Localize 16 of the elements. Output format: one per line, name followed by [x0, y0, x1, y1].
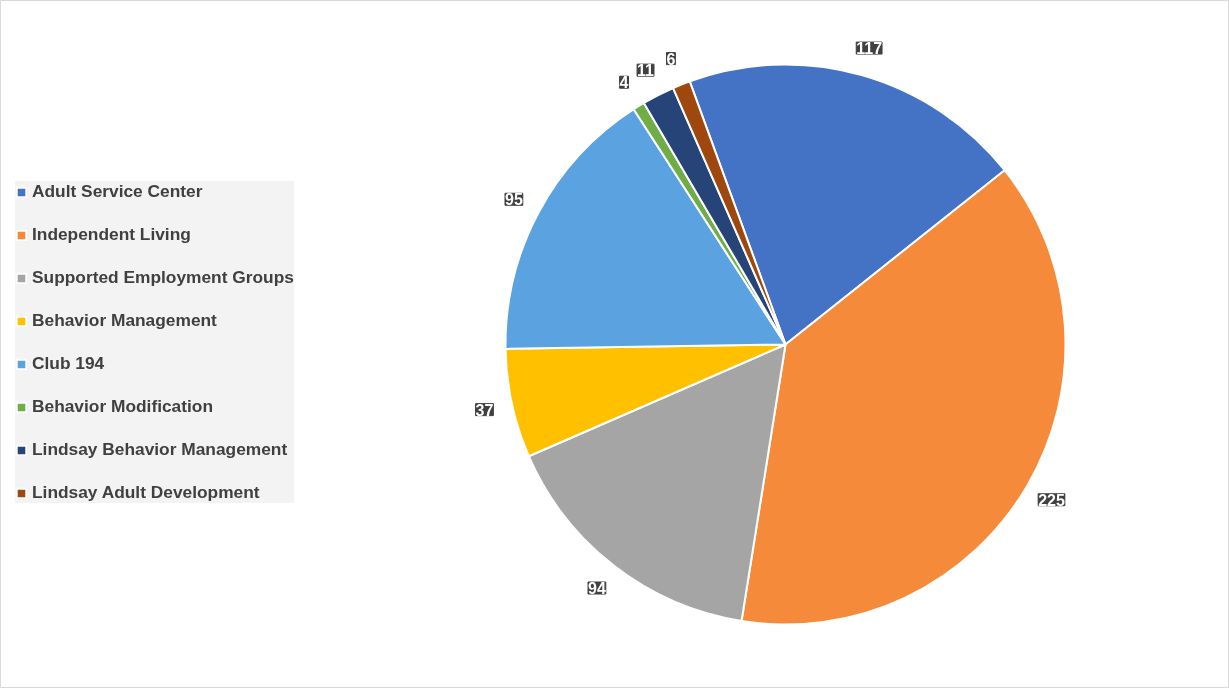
data-label: 94 [588, 580, 606, 597]
legend-label: Behavior Modification [32, 396, 213, 417]
data-label: 37 [475, 401, 494, 419]
legend-label: Lindsay Adult Development [32, 482, 260, 503]
legend-label: Supported Employment Groups [32, 267, 294, 288]
legend-label: Adult Service Center [32, 181, 203, 202]
data-label: 95 [504, 191, 523, 209]
data-label: 6 [666, 50, 676, 68]
legend-label: Independent Living [32, 224, 191, 245]
legend-label: Lindsay Behavior Management [32, 439, 288, 460]
data-label: 225 [1038, 491, 1065, 509]
legend-label: Club 194 [32, 353, 105, 374]
data-label: 11 [637, 62, 655, 80]
data-label: 117 [856, 40, 883, 58]
data-label: 4 [619, 74, 629, 92]
legend-label: Behavior Management [32, 310, 217, 331]
